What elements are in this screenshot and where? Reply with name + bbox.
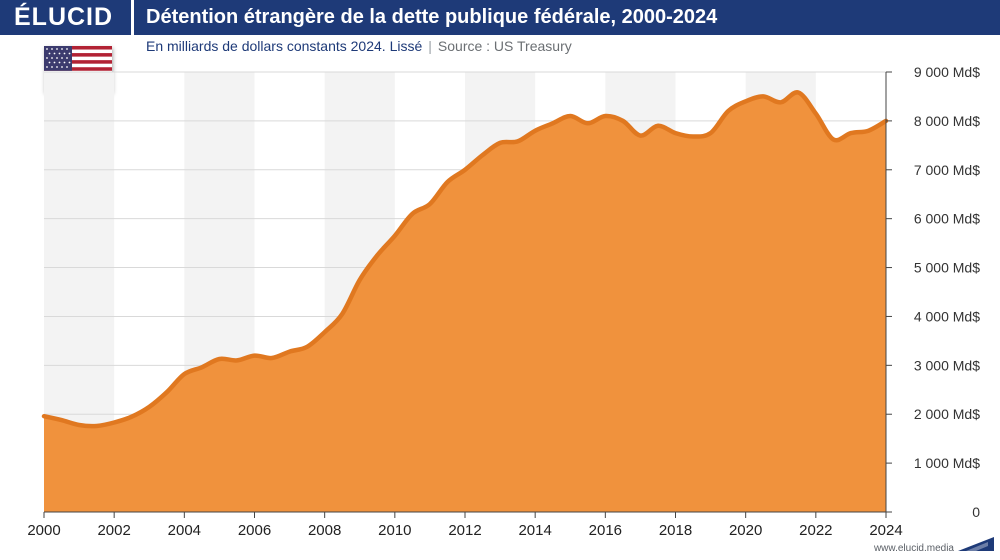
- x-tick-label: 2010: [378, 522, 411, 539]
- y-tick-label: 3 000 Md$: [914, 357, 980, 373]
- series-line: [41, 90, 889, 429]
- x-tick-label: 2012: [448, 522, 481, 539]
- x-tick-label: 2016: [589, 522, 622, 539]
- chart-subtitle: En milliards de dollars constants 2024. …: [146, 38, 572, 54]
- chart-title: Détention étrangère de la dette publique…: [146, 6, 718, 28]
- y-tick-label: 5 000 Md$: [914, 260, 980, 276]
- subtitle-separator: |: [428, 38, 432, 54]
- brand-logo: ÉLUCID: [14, 3, 114, 31]
- x-tick-label: 2014: [518, 522, 551, 539]
- x-tick-label: 2006: [238, 522, 271, 539]
- x-tick-label: 2004: [168, 522, 201, 539]
- x-tick-label: 2024: [869, 522, 902, 539]
- x-tick-label: 2022: [799, 522, 832, 539]
- y-tick-label: 8 000 Md$: [914, 113, 980, 129]
- x-tick-label: 2008: [308, 522, 341, 539]
- footer-url: www.elucid.media: [873, 543, 954, 554]
- elucid-mark-icon: [958, 537, 994, 556]
- y-tick-label: 7 000 Md$: [914, 162, 980, 178]
- subtitle-units: En milliards de dollars constants 2024. …: [146, 38, 423, 54]
- y-tick-label: 2 000 Md$: [914, 406, 980, 422]
- y-tick-label: 1 000 Md$: [914, 455, 980, 471]
- y-tick-label: 4 000 Md$: [914, 308, 980, 324]
- x-tick-label: 2018: [659, 522, 692, 539]
- series-area: [44, 92, 886, 512]
- y-tick-label: 6 000 Md$: [914, 211, 980, 227]
- x-tick-label: 2020: [729, 522, 762, 539]
- x-tick-label: 2000: [27, 522, 60, 539]
- y-tick-label: 9 000 Md$: [914, 64, 980, 80]
- title-bar: ÉLUCID Détention étrangère de la dette p…: [0, 0, 1000, 35]
- y-tick-label: 0: [972, 504, 980, 520]
- x-tick-label: 2002: [97, 522, 130, 539]
- header-divider: [131, 0, 134, 35]
- subtitle-source: Source : US Treasury: [437, 38, 572, 54]
